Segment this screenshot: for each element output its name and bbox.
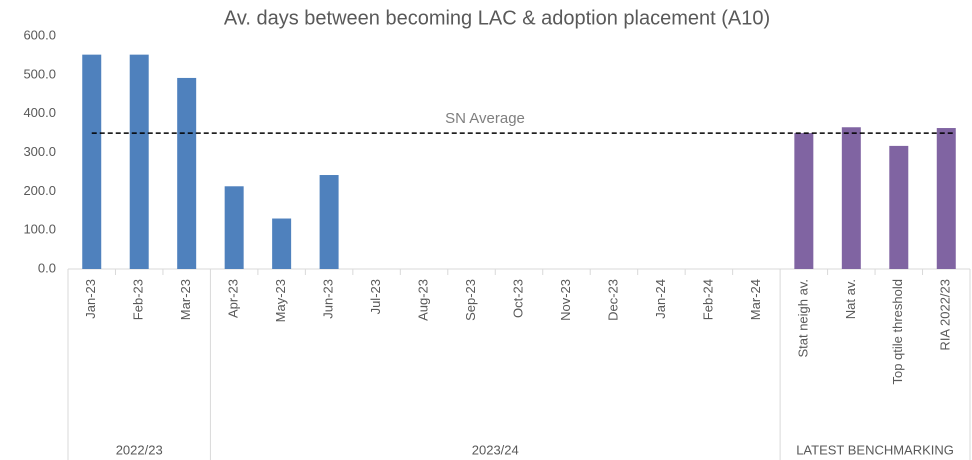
- x-tick-label: May-23: [273, 279, 288, 322]
- x-tick-label: Mar-24: [748, 279, 763, 320]
- group-label: LATEST BENCHMARKING: [796, 442, 954, 457]
- x-tick-label: Oct-23: [510, 279, 525, 318]
- x-tick-label: Nov-23: [558, 279, 573, 321]
- x-tick-label: Apr-23: [226, 279, 241, 318]
- y-tick-label: 300.0: [23, 144, 56, 159]
- bar: [794, 133, 814, 269]
- reference-label: SN Average: [445, 110, 525, 127]
- bar: [889, 145, 909, 269]
- x-tick-label: Aug-23: [415, 279, 430, 321]
- x-tick-label: Mar-23: [178, 279, 193, 320]
- group-label: 2023/24: [472, 442, 519, 457]
- x-tick-label: Feb-23: [131, 279, 146, 320]
- y-tick-label: 100.0: [23, 222, 56, 237]
- y-tick-label: 500.0: [23, 66, 56, 81]
- x-tick-label: Top qtile threshold: [890, 279, 905, 385]
- bar: [319, 175, 339, 269]
- x-tick-label: Dec-23: [605, 279, 620, 321]
- bar: [224, 186, 244, 269]
- x-tick-label: Jan-24: [653, 279, 668, 319]
- chart-title: Av. days between becoming LAC & adoption…: [224, 7, 770, 29]
- x-tick-label: Nat av.: [843, 279, 858, 319]
- y-tick-label: 0.0: [38, 260, 56, 275]
- x-tick-label: Sep-23: [463, 279, 478, 321]
- x-tick-label: Feb-24: [700, 279, 715, 320]
- bar: [177, 77, 197, 269]
- x-tick-label: Jan-23: [83, 279, 98, 319]
- bar: [82, 54, 102, 269]
- x-tick-label: RIA 2022/23: [938, 279, 953, 351]
- x-tick-label: Jun-23: [321, 279, 336, 319]
- bar: [272, 218, 292, 269]
- y-tick-label: 400.0: [23, 105, 56, 120]
- y-tick-label: 200.0: [23, 183, 56, 198]
- bar: [129, 54, 149, 269]
- x-tick-label: Jul-23: [368, 279, 383, 314]
- x-tick-label: Stat neigh av.: [795, 279, 810, 358]
- group-label: 2022/23: [116, 442, 163, 457]
- y-tick-label: 600.0: [23, 27, 56, 42]
- bar: [936, 128, 956, 269]
- bar: [841, 127, 861, 269]
